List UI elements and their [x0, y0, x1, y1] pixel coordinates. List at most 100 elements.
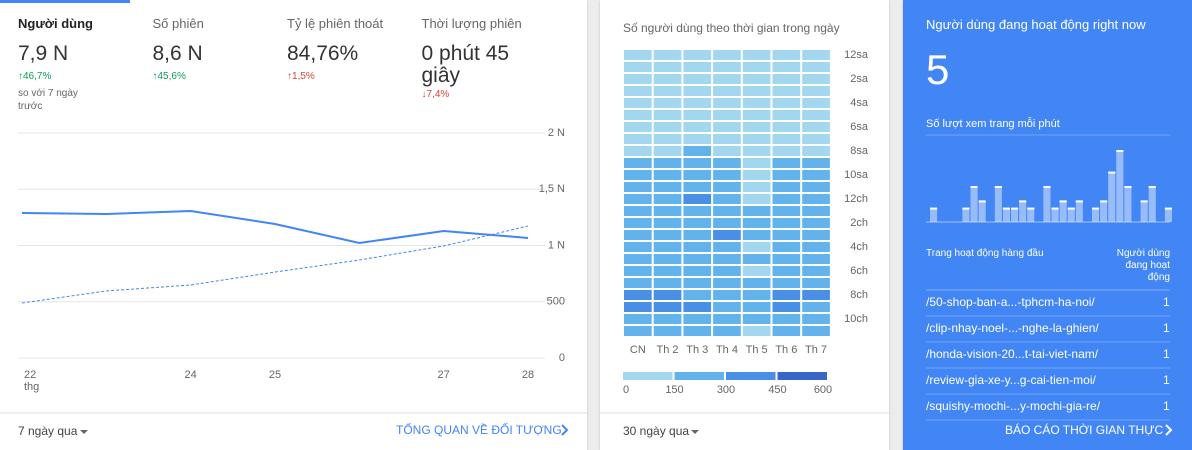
heat-cell [772, 194, 801, 204]
heat-cell [653, 158, 682, 168]
heat-cell [653, 326, 682, 336]
legend-label: 450 [768, 384, 786, 396]
page-path[interactable]: /squishy-mochi-...y-mochi-gia-re/ [926, 399, 1101, 413]
heat-cell [772, 302, 801, 312]
heat-cell [772, 62, 801, 72]
realtime-link[interactable]: BÁO CÁO THỜI GIAN THỰC [1005, 423, 1164, 437]
heat-cell [713, 182, 741, 192]
heat-cell [713, 98, 741, 108]
heat-cell [683, 194, 712, 204]
tab-label[interactable]: Tỷ lệ phiên thoát [287, 16, 384, 31]
heat-cell [653, 218, 682, 228]
tab-label[interactable]: Thời lượng phiên [421, 16, 522, 31]
heat-cell [802, 218, 830, 228]
heat-cell [683, 74, 712, 84]
heat-cell [683, 62, 712, 72]
line-series [21, 209, 529, 245]
bar [1108, 171, 1116, 222]
heat-cell [653, 182, 682, 192]
page-path[interactable]: /review-gia-xe-y...g-cai-tien-moi/ [926, 373, 1096, 387]
heat-cell [713, 146, 741, 156]
heat-cell [742, 230, 771, 240]
bar-cap [1148, 186, 1156, 188]
heat-cell [713, 194, 741, 204]
heat-cell [653, 74, 682, 84]
heat-cell [713, 122, 741, 132]
heat-cell [742, 218, 771, 228]
heat-cell [772, 218, 801, 228]
heat-cell [772, 86, 801, 96]
heat-cell [653, 146, 682, 156]
heat-cell [802, 50, 830, 60]
heat-cell [624, 218, 652, 228]
tab-label[interactable]: Người dùng [18, 16, 93, 31]
active-users: 1 [1163, 373, 1170, 387]
heat-cell [742, 326, 771, 336]
heat-cell [742, 266, 771, 276]
tab-indicator [0, 0, 130, 3]
bar-cap [1100, 200, 1108, 203]
heat-cell [683, 182, 712, 192]
page-path[interactable]: /clip-nhay-noel-...-nghe-la-ghien/ [926, 321, 1099, 335]
heat-cell [772, 110, 801, 120]
bar [1002, 207, 1010, 222]
bar [1092, 207, 1100, 222]
heat-cell [653, 170, 682, 180]
x-tick-label: 24 [185, 369, 197, 381]
heat-cell [802, 98, 830, 108]
heat-cell [624, 278, 652, 288]
legend-label: 300 [717, 384, 735, 396]
page-path[interactable]: /50-shop-ban-a...-tphcm-ha-noi/ [926, 295, 1095, 309]
column-label: CN [630, 344, 646, 356]
heat-cell [772, 266, 801, 276]
row-label: 2sa [850, 73, 869, 85]
heat-cell [624, 290, 652, 300]
heat-cell [713, 110, 741, 120]
legend-swatch [623, 372, 673, 380]
period-select[interactable]: 7 ngày qua [18, 424, 78, 438]
bar-cap [1059, 200, 1067, 203]
heat-cell [683, 230, 712, 240]
tab-label[interactable]: Số phiên [152, 16, 204, 31]
legend-label: 150 [665, 384, 683, 396]
bar [1051, 207, 1059, 222]
heat-cell [624, 326, 652, 336]
row-label: 8sa [850, 145, 869, 157]
heat-cell [772, 122, 801, 132]
heat-cell [802, 206, 830, 216]
heat-cell [772, 326, 801, 336]
heat-cell [742, 86, 771, 96]
heat-cell [772, 74, 801, 84]
heat-cell [624, 314, 652, 324]
line-series [21, 225, 529, 304]
active-users: 1 [1163, 399, 1170, 413]
active-users: 1 [1163, 347, 1170, 361]
table-header: Trang hoạt động hàng đầu [926, 248, 1044, 259]
chevron [561, 424, 569, 436]
heat-cell [653, 302, 682, 312]
heat-cell [772, 134, 801, 144]
heat-cell [653, 254, 682, 264]
bar-cap [1116, 150, 1124, 152]
row-label: 12sa [844, 49, 869, 61]
heat-cell [653, 206, 682, 216]
row-label: 6sa [850, 121, 869, 133]
heat-cell [713, 74, 741, 84]
heat-cell [624, 230, 652, 240]
bar [1124, 186, 1132, 222]
bar [930, 207, 938, 222]
y-tick-label: 500 [547, 296, 565, 308]
heat-cell [653, 314, 682, 324]
overview-link[interactable]: TỔNG QUAN VỀ ĐỐI TƯỢNG [396, 423, 562, 437]
heat-cell [772, 182, 801, 192]
heat-cell [683, 242, 712, 252]
heat-cell [683, 314, 712, 324]
heat-cell [624, 302, 652, 312]
page-path[interactable]: /honda-vision-20...t-tai-viet-nam/ [926, 347, 1099, 361]
column-label: Th 2 [657, 344, 679, 356]
x-tick-label: 25 [269, 369, 281, 381]
period-select[interactable]: 30 ngày qua [623, 424, 690, 438]
bar-cap [1051, 207, 1059, 210]
heat-cell [802, 266, 830, 276]
